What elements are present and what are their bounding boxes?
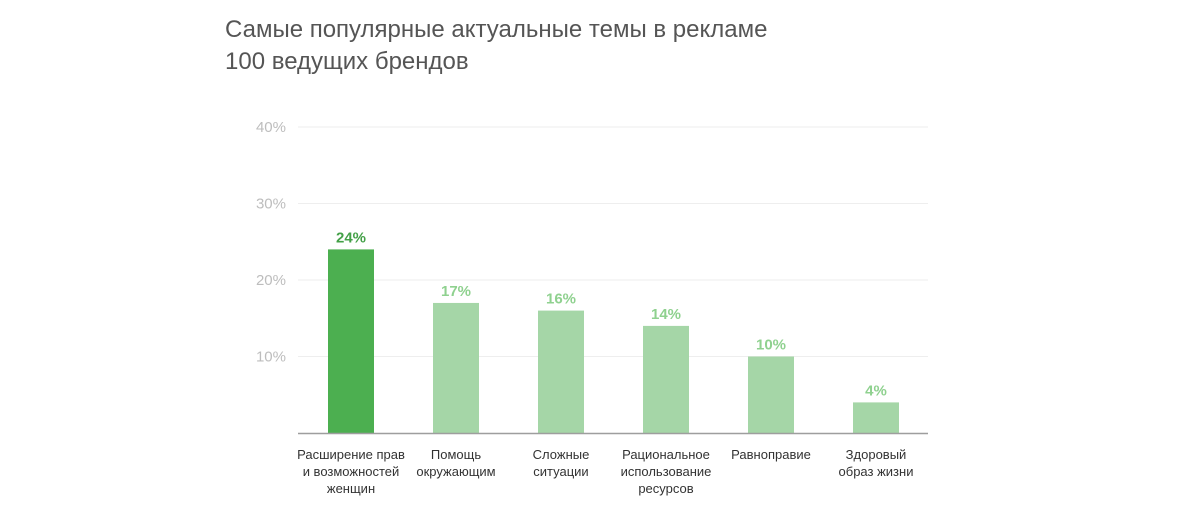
bar: [538, 310, 584, 433]
y-tick-label: 40%: [256, 119, 286, 136]
bar: [643, 325, 689, 433]
bar: [853, 402, 899, 433]
y-tick-label: 10%: [256, 349, 286, 366]
bar: [328, 249, 374, 433]
data-label: 17%: [441, 283, 471, 300]
chart-title: Самые популярные актуальные темы в рекла…: [225, 16, 768, 75]
y-axis-ticks: 10% 20% 30% 40%: [256, 119, 286, 366]
x-category-label: Расширение прав и возможностей женщин: [297, 447, 405, 496]
x-category-label: Сложные ситуации: [532, 447, 590, 479]
data-label: 24%: [336, 229, 366, 246]
bars: [328, 249, 899, 433]
y-tick-label: 20%: [256, 272, 286, 289]
bar: [748, 356, 794, 433]
x-category-label: Помощь окружающим: [416, 447, 496, 479]
data-label: 4%: [865, 382, 887, 399]
x-category-label: Равноправие: [731, 447, 811, 462]
y-tick-label: 30%: [256, 196, 286, 213]
bar: [433, 302, 479, 433]
gridlines: [298, 126, 928, 357]
data-label: 10%: [756, 337, 786, 354]
x-category-label: Здоровый образ жизни: [838, 447, 914, 479]
x-category-label: Рациональное использование ресурсов: [620, 447, 712, 496]
data-labels: 24% 17% 16% 14% 10% 4%: [336, 229, 887, 399]
data-label: 14%: [651, 306, 681, 323]
data-label: 16%: [546, 291, 576, 308]
